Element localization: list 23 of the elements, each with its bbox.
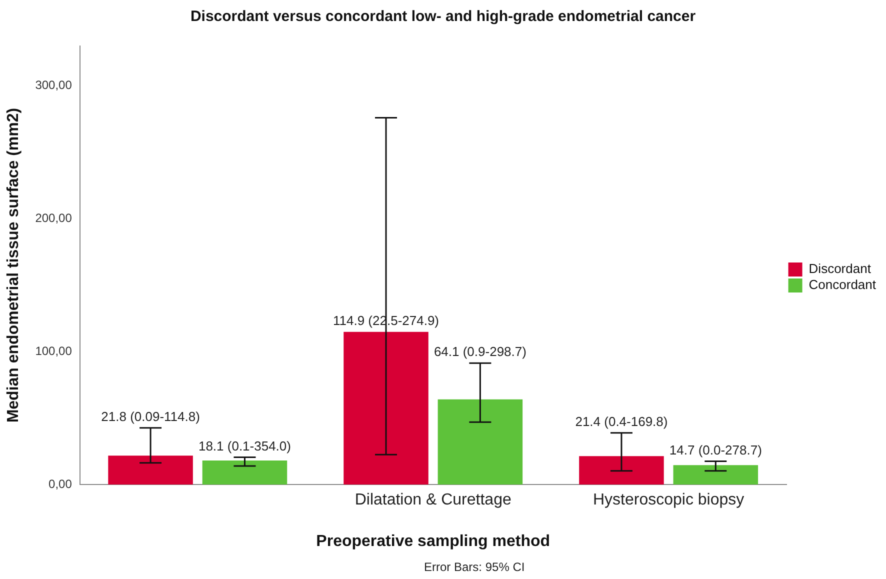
- bar: [202, 460, 288, 485]
- legend-label: Discordant: [808, 261, 872, 276]
- legend-label: Concordant: [808, 277, 876, 292]
- x-tick-label: Hysteroscopic biopsy: [592, 492, 744, 509]
- bar: [579, 456, 664, 485]
- data-label: 64.1 (0.9-298.7): [434, 344, 526, 360]
- bar: [673, 465, 758, 485]
- bar: [344, 332, 428, 485]
- x-axis-title: Preoperative sampling method: [316, 532, 550, 550]
- y-tick-label: 0,00: [48, 476, 72, 491]
- y-tick-label: 300,00: [35, 78, 72, 92]
- y-axis-title: Median endometrial tissue surface (mm2): [5, 108, 22, 423]
- y-tick-label: 200,00: [35, 211, 72, 226]
- bar: [108, 456, 193, 485]
- x-tick-label: Dilatation & Curettage: [354, 492, 512, 509]
- bar: [438, 399, 523, 485]
- text: Error Bars: 95% CI: [424, 560, 525, 574]
- chart-title: Discordant versus concordant low- and high-grade endometrial cancer: [190, 8, 696, 26]
- data-label: 18.1 (0.1-354.0): [198, 438, 291, 454]
- data-label: 21.8 (0.09-114.8): [101, 408, 200, 424]
- data-label: 21.4 (0.4-169.8): [575, 414, 668, 429]
- y-tick-label: 100,00: [35, 344, 72, 358]
- data-label: 14.7 (0.0-278.7): [669, 442, 762, 458]
